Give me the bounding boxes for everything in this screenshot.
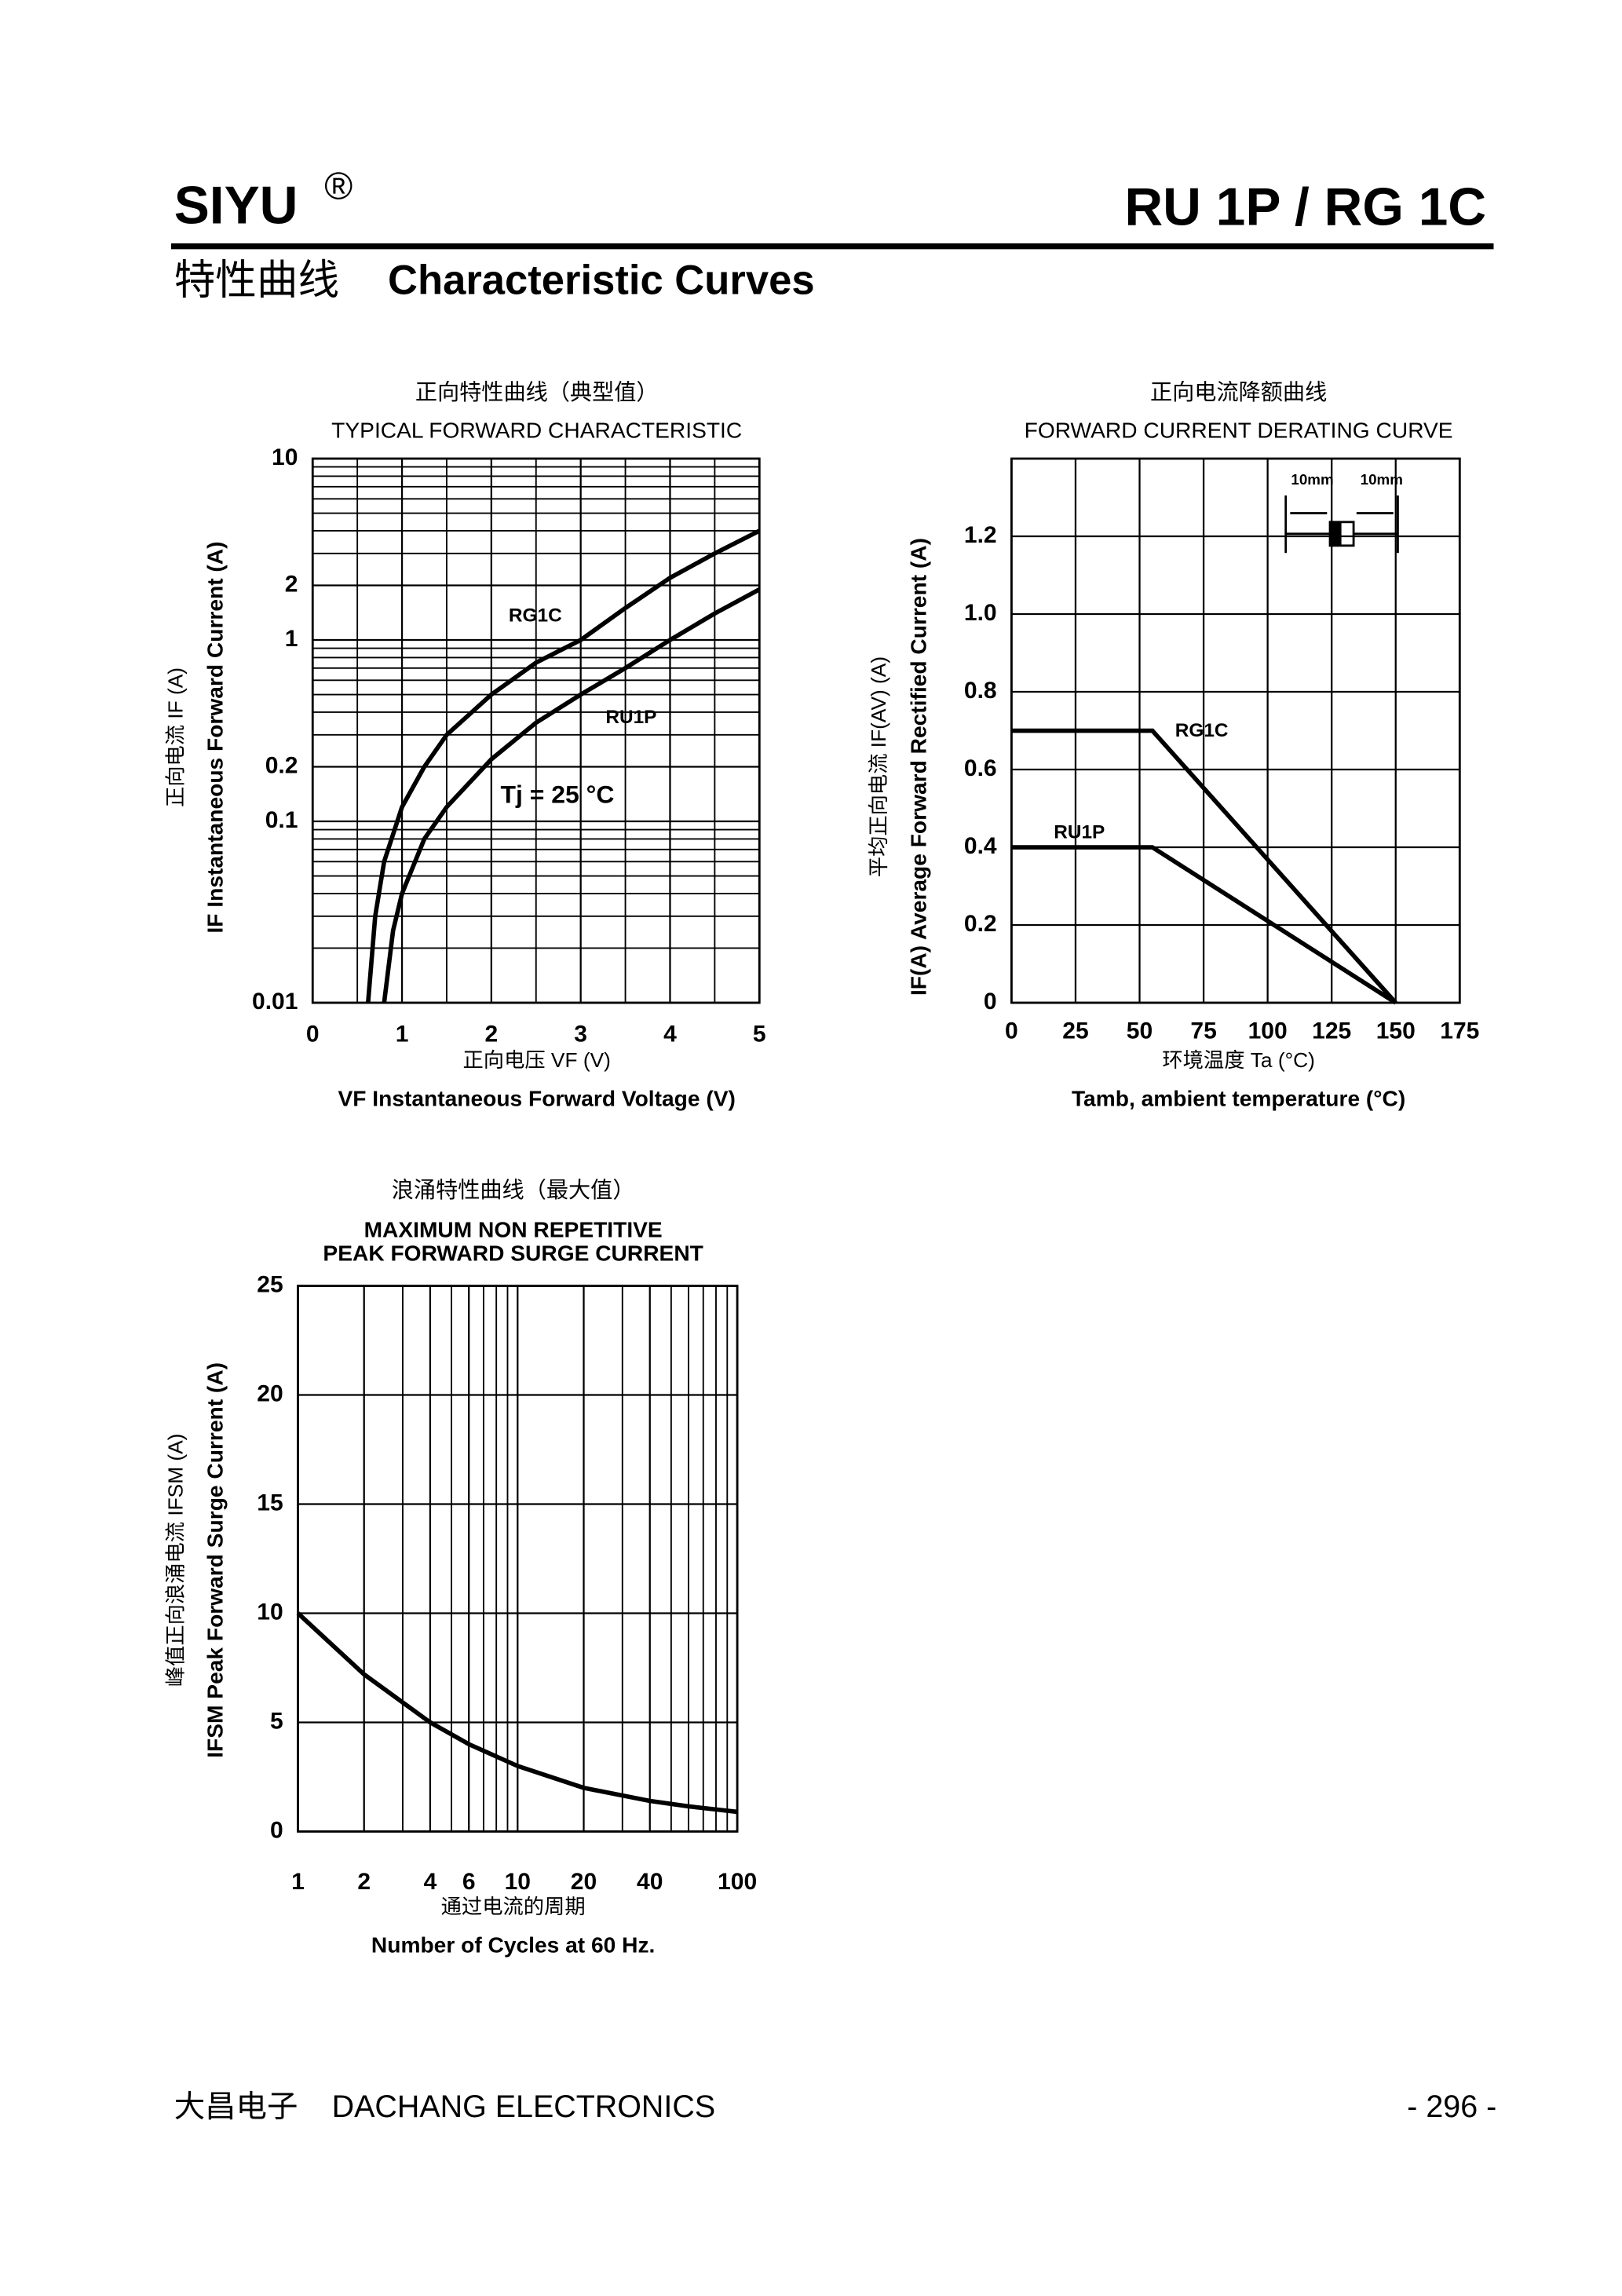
y-tick-label: 15	[257, 1490, 283, 1515]
chart-title-cn: 浪涌特性曲线（最大值）	[392, 1178, 635, 1202]
x-tick-label: 1	[291, 1869, 305, 1895]
x-tick-label: 10	[505, 1869, 531, 1895]
x-tick-label: 100	[1248, 1018, 1288, 1044]
y-axis-label: IF(A) Average Forward Rectified Current …	[906, 538, 930, 996]
y-tick-label: 0.01	[252, 989, 298, 1015]
x-tick-label: 100	[718, 1869, 757, 1895]
series-label: RU1P	[1054, 822, 1105, 843]
series-label: RG1C	[1175, 720, 1229, 741]
chart-title-cn: 正向特性曲线（典型值）	[415, 380, 659, 404]
x-tick-label: 50	[1127, 1018, 1153, 1044]
x-tick-label: 2	[357, 1869, 371, 1895]
x-tick-label: 20	[571, 1869, 597, 1895]
brand: SIYU	[174, 177, 298, 236]
x-axis-label-cn: 正向电压 VF (V)	[463, 1048, 611, 1072]
footer-company-cn: 大昌电子	[174, 2089, 298, 2124]
chart-title: FORWARD CURRENT DERATING CURVE	[1025, 419, 1453, 443]
inset-label: 10mm	[1291, 471, 1333, 488]
chart-subtitle: PEAK FORWARD SURGE CURRENT	[323, 1241, 703, 1266]
x-tick-label: 0	[306, 1021, 320, 1047]
y-tick-label: 0.2	[265, 752, 298, 778]
plot-frame	[311, 457, 761, 1004]
x-tick-label: 2	[485, 1021, 499, 1047]
y-tick-label: 5	[270, 1708, 283, 1734]
y-axis-label: IF Instantaneous Forward Current (A)	[203, 541, 228, 933]
x-tick-label: 40	[637, 1869, 663, 1895]
footer-company-en: DACHANG ELECTRONICS	[332, 2089, 715, 2124]
plot-frame	[297, 1285, 739, 1833]
x-tick-label: 150	[1376, 1018, 1416, 1044]
y-axis-label-cn: 峰值正向浪涌电流 IFSM (A)	[163, 1434, 187, 1687]
x-tick-label: 125	[1312, 1018, 1351, 1044]
y-tick-label: 10	[257, 1599, 283, 1625]
y-tick-label: 1.2	[964, 522, 997, 548]
y-tick-label: 0	[984, 989, 997, 1015]
y-tick-label: 0.1	[265, 807, 298, 833]
diode-inset	[1284, 495, 1399, 554]
section-en: Characteristic Curves	[388, 257, 815, 303]
x-tick-label: 175	[1440, 1018, 1479, 1044]
part-number: RU 1P / RG 1C	[1124, 177, 1486, 236]
y-tick-label: 0.8	[964, 678, 997, 704]
series-label: RG1C	[509, 605, 562, 626]
y-axis-label: IFSM Peak Forward Surge Current (A)	[203, 1362, 228, 1758]
x-tick-label: 6	[462, 1869, 476, 1895]
section-cn: 特性曲线	[174, 257, 339, 303]
x-tick-label: 4	[663, 1021, 677, 1047]
y-tick-label: 25	[257, 1272, 283, 1298]
x-axis-label: Tamb, ambient temperature (°C)	[1072, 1086, 1405, 1110]
y-tick-label: 1.0	[964, 600, 997, 626]
curve	[1011, 728, 1397, 1004]
y-axis-label-cn: 正向电流 IF (A)	[163, 667, 187, 807]
x-axis-label-cn: 通过电流的周期	[441, 1895, 586, 1918]
series-label: RU1P	[605, 707, 656, 728]
chart-title: MAXIMUM NON REPETITIVE	[364, 1218, 663, 1242]
x-axis-label-cn: 环境温度 Ta (°C)	[1162, 1048, 1314, 1072]
x-axis-label: Number of Cycles at 60 Hz.	[371, 1932, 655, 1957]
y-tick-label: 10	[272, 444, 298, 470]
x-tick-label: 3	[574, 1021, 587, 1047]
y-tick-label: 2	[285, 571, 298, 597]
y-tick-label: 0.4	[964, 833, 997, 859]
chart-title-cn: 正向电流降额曲线	[1150, 380, 1327, 404]
curve	[1011, 845, 1397, 1005]
x-tick-label: 25	[1062, 1018, 1088, 1044]
chart-title: TYPICAL FORWARD CHARACTERISTIC	[331, 419, 742, 443]
y-tick-label: 0.2	[964, 911, 997, 937]
curve	[296, 1611, 738, 1815]
y-axis-label-cn: 平均正向电流 IF(AV) (A)	[867, 656, 890, 877]
x-tick-label: 1	[396, 1021, 409, 1047]
page-number: - 296 -	[1407, 2089, 1496, 2124]
curve	[382, 587, 761, 1004]
y-tick-label: 20	[257, 1380, 283, 1406]
curve	[365, 528, 761, 1004]
y-tick-label: 0	[270, 1817, 283, 1843]
x-tick-label: 4	[424, 1869, 437, 1895]
x-tick-label: 75	[1190, 1018, 1216, 1044]
x-tick-label: 5	[753, 1021, 766, 1047]
annotation: Tj = 25 °C	[501, 781, 615, 809]
y-tick-label: 0.6	[964, 755, 997, 781]
inset-label: 10mm	[1361, 471, 1403, 488]
y-tick-label: 1	[285, 626, 298, 652]
x-tick-label: 0	[1005, 1018, 1018, 1044]
brand-mark: ®	[324, 165, 353, 207]
x-axis-label: VF Instantaneous Forward Voltage (V)	[338, 1086, 736, 1110]
